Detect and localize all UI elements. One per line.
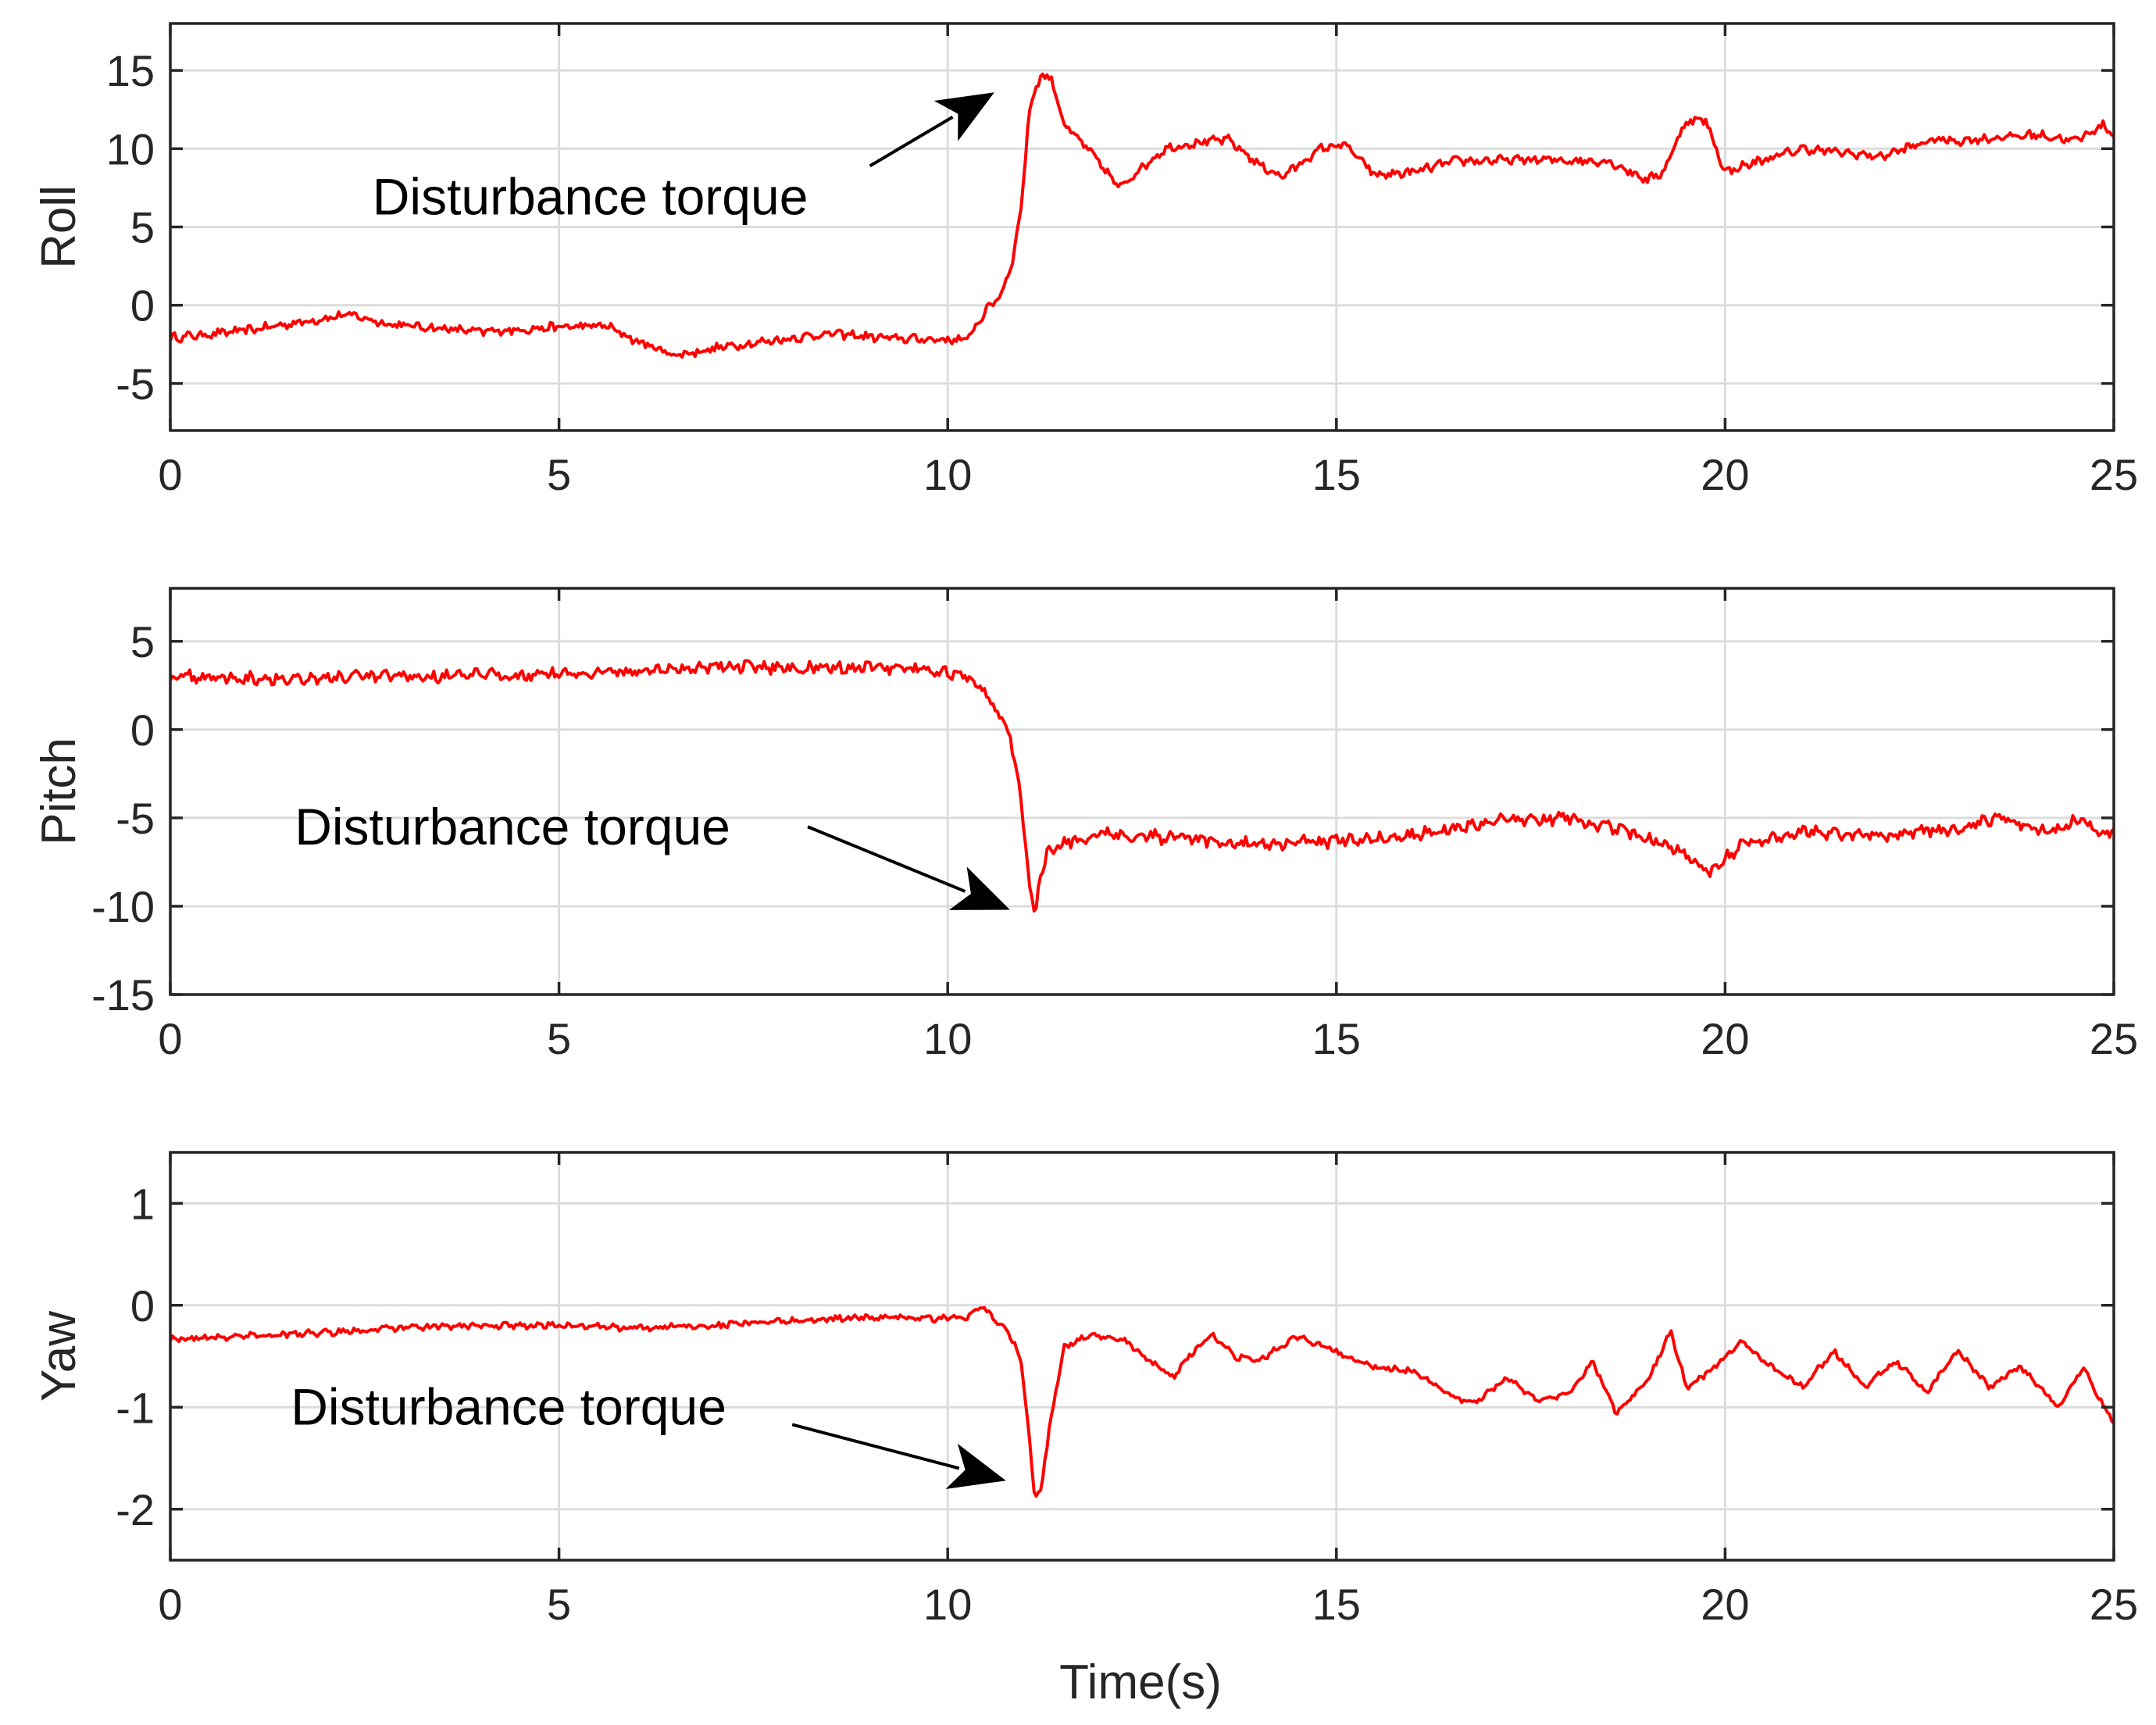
x-tick-label: 10: [923, 1580, 972, 1629]
x-tick-label: 15: [1312, 1580, 1361, 1629]
x-tick-label: 10: [923, 1014, 972, 1063]
roll-annotation-arrow-head: [933, 92, 994, 141]
yaw-axis-label: Yaw: [32, 1311, 86, 1402]
y-tick-label: 10: [106, 124, 155, 173]
x-tick-label: 20: [1701, 1580, 1749, 1629]
yaw-panel: 0 5 10 15 20 25 -2 -1 0 1 Yaw Disturbance torque: [32, 1151, 2138, 1629]
x-tick-label: 15: [1312, 450, 1361, 499]
x-tick-label: 0: [158, 1014, 182, 1063]
y-tick-label: 5: [130, 203, 155, 252]
pitch-annotation-arrow-head: [948, 866, 1010, 910]
y-tick-label: 0: [130, 705, 155, 755]
x-tick-label: 20: [1701, 1014, 1749, 1063]
y-tick-label: 0: [130, 281, 155, 330]
y-tick-label: 0: [130, 1281, 155, 1330]
y-tick-label: -2: [116, 1485, 155, 1534]
x-tick-label: 10: [923, 450, 972, 499]
roll-annotation-arrow-line: [869, 116, 954, 168]
x-tick-label: 5: [547, 1014, 571, 1063]
y-tick-label: 1: [130, 1179, 155, 1228]
pitch-annotation-text: Disturbance torque: [294, 798, 730, 855]
x-tick-label: 25: [2090, 450, 2138, 499]
y-tick-label: -10: [91, 882, 155, 931]
x-tick-label: 25: [2090, 1014, 2138, 1063]
roll-annotation-text: Disturbance torque: [373, 167, 808, 225]
x-tick-label: 0: [158, 450, 182, 499]
yaw-annotation-arrow-head: [945, 1443, 1006, 1489]
x-axis-label: Time(s): [1059, 1655, 1222, 1709]
x-tick-label: 5: [547, 1580, 571, 1629]
y-tick-label: -1: [116, 1383, 155, 1432]
x-tick-label: 25: [2090, 1580, 2138, 1629]
x-tick-label: 0: [158, 1580, 182, 1629]
y-tick-label: -5: [116, 359, 155, 409]
yaw-annotation-text: Disturbance torque: [291, 1377, 726, 1435]
yaw-axes-frame: [169, 1151, 2115, 1562]
roll-axis-label: Roll: [32, 185, 86, 269]
y-tick-label: -15: [91, 970, 155, 1020]
x-tick-label: 20: [1701, 450, 1749, 499]
yaw-series-line: [169, 1305, 2115, 1498]
yaw-annotation-arrow-line: [791, 1423, 960, 1470]
pitch-axis-label: Pitch: [32, 738, 86, 845]
pitch-panel: 0 5 10 15 20 25 -15 -10 -5 0 5 Pitch Disturbance tor…: [32, 587, 2138, 1063]
roll-series-line: [169, 72, 2115, 359]
y-tick-label: 5: [130, 617, 155, 666]
pitch-series-line: [169, 659, 2115, 912]
y-tick-label: 15: [106, 46, 155, 95]
pitch-axes-frame: [169, 587, 2115, 996]
pitch-annotation-arrow-line: [807, 825, 966, 893]
x-tick-label: 5: [547, 450, 571, 499]
y-tick-label: -5: [116, 794, 155, 843]
x-tick-label: 15: [1312, 1014, 1361, 1063]
